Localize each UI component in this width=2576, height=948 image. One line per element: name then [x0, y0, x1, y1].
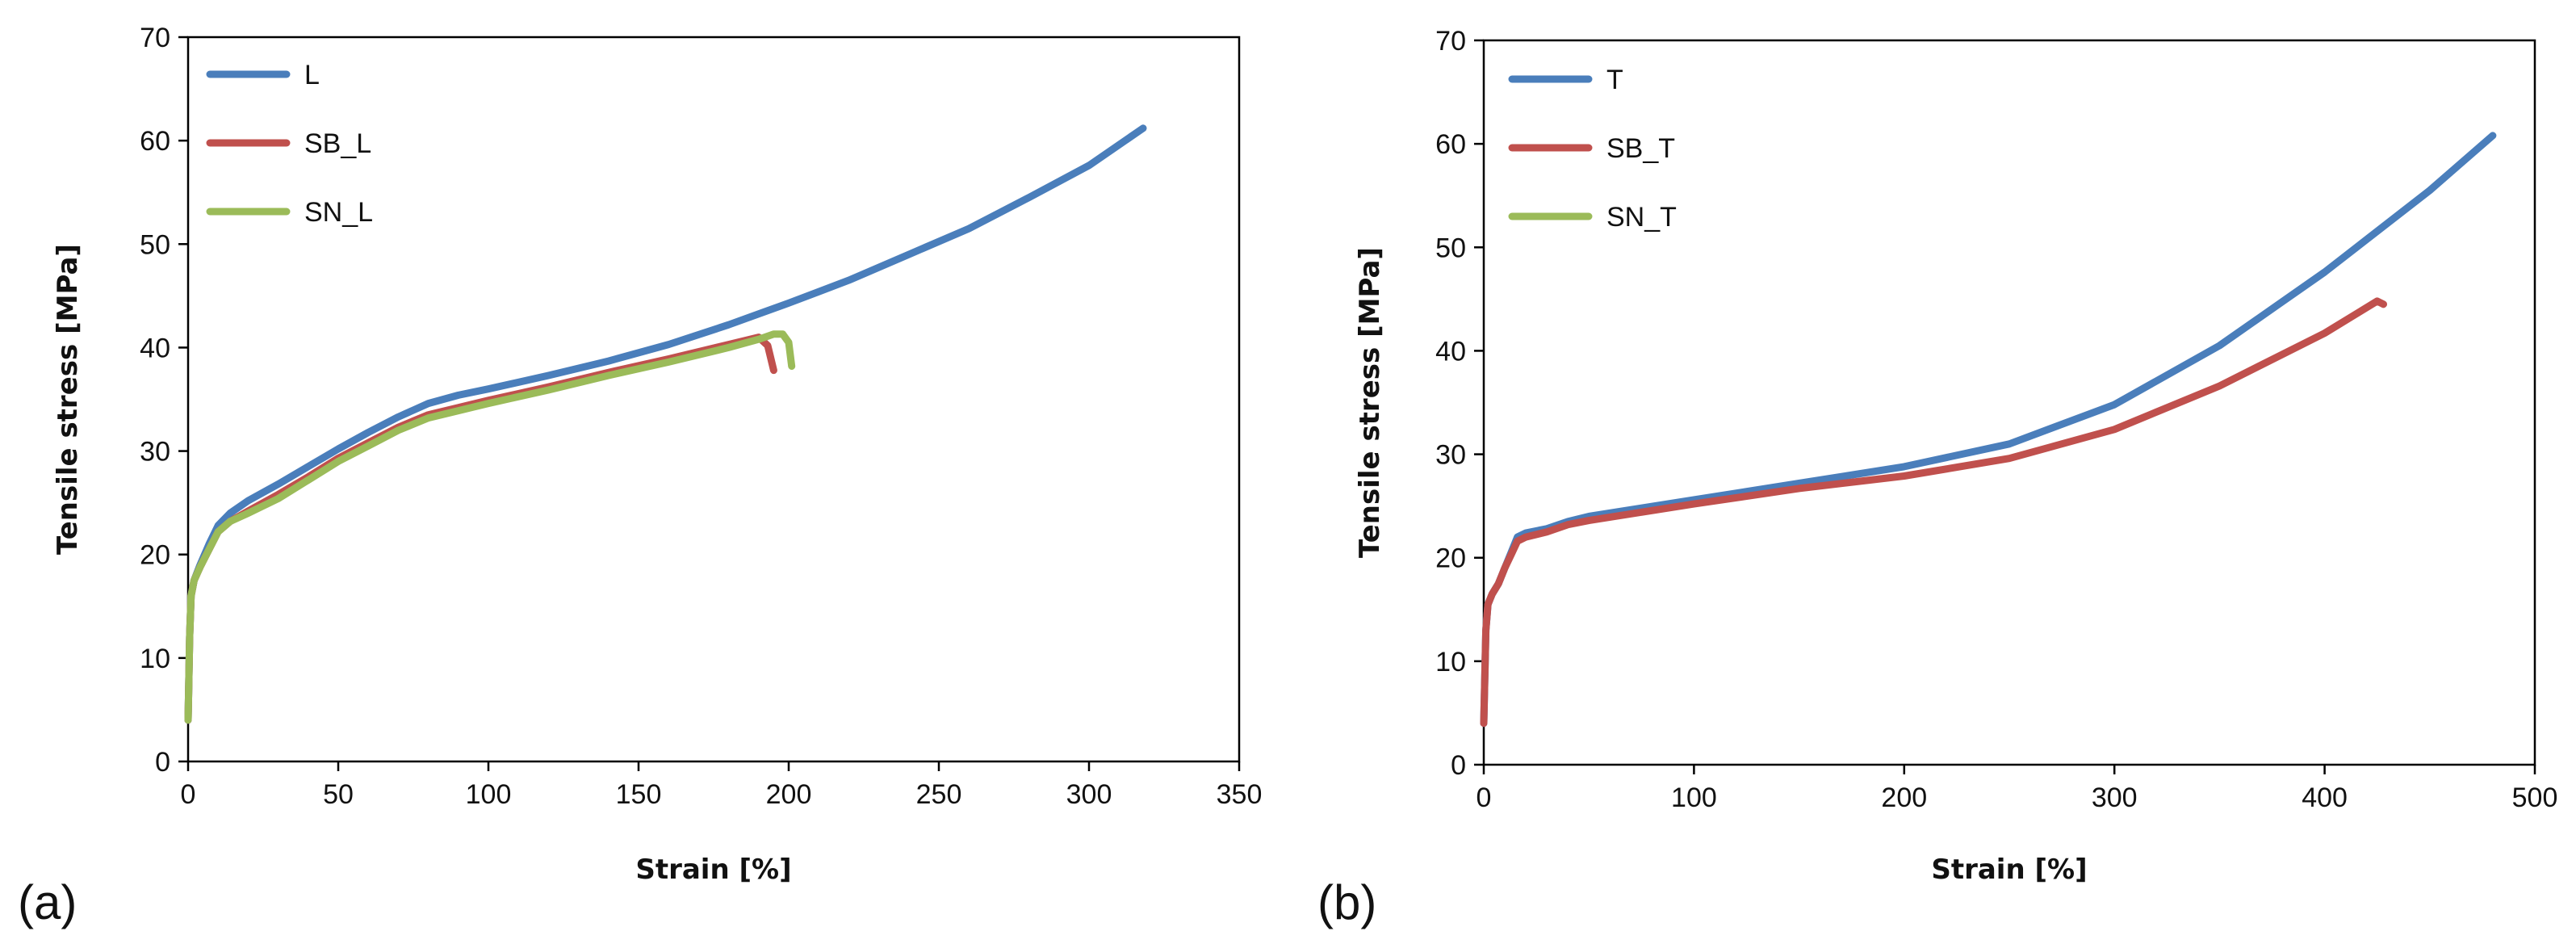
x-axis-title: Strain [%] — [635, 854, 791, 886]
plot-frame — [1482, 39, 2536, 766]
y-tick-label: 70 — [1435, 26, 1466, 57]
x-tick-label: 100 — [466, 779, 512, 810]
y-tick-label: 50 — [140, 229, 170, 260]
y-tick-label: 20 — [140, 540, 170, 571]
y-tick-label: 10 — [140, 644, 170, 674]
x-tick-label: 400 — [2302, 782, 2348, 813]
y-tick-label: 0 — [1451, 750, 1466, 781]
legend-label: SB_L — [304, 128, 371, 159]
series-line-sn-l — [184, 330, 796, 724]
x-tick-label: 500 — [2512, 782, 2558, 813]
x-tick-label: 150 — [616, 779, 662, 810]
series-line-sb-t — [1480, 297, 2387, 728]
y-tick-label: 20 — [1435, 543, 1466, 574]
x-tick-label: 200 — [766, 779, 812, 810]
x-axis-title: Strain [%] — [1931, 854, 2087, 886]
plot-frame — [186, 36, 1241, 763]
chart-panel-a: 0 10 20 30 40 50 60 70 0 50 100 150 200 250 300 350 Stra… — [18, 23, 1262, 929]
x-tick-label: 350 — [1217, 779, 1263, 810]
y-tick-label: 30 — [140, 437, 170, 468]
y-tick-label: 10 — [1435, 647, 1466, 677]
legend-label: SN_L — [304, 197, 373, 228]
x-tick-label: 0 — [1476, 782, 1492, 813]
legend-label: T — [1606, 65, 1623, 95]
legend-label: L — [304, 60, 320, 90]
y-tick-label: 60 — [1435, 129, 1466, 160]
y-tick-label: 30 — [1435, 440, 1466, 471]
x-tick-label: 250 — [916, 779, 962, 810]
series-line-sb-l — [184, 333, 777, 724]
panel-label-b: (b) — [1317, 875, 1376, 929]
y-tick-label: 60 — [140, 126, 170, 157]
y-axis-title: Tensile stress [MPa] — [1354, 247, 1386, 558]
legend-label: SN_T — [1606, 202, 1677, 233]
y-tick-label: 0 — [155, 747, 170, 778]
x-tick-label: 300 — [2092, 782, 2138, 813]
legend-label: SB_T — [1606, 133, 1675, 164]
x-tick-label: 100 — [1671, 782, 1717, 813]
chart-panel-b: 0 10 20 30 40 50 60 70 0 100 200 300 400 500 Strain [%… — [1317, 26, 2557, 929]
y-tick-label: 70 — [140, 23, 170, 53]
y-tick-label: 40 — [1435, 336, 1466, 367]
x-tick-label: 200 — [1881, 782, 1927, 813]
x-tick-label: 50 — [323, 779, 354, 810]
y-tick-label: 50 — [1435, 233, 1466, 263]
x-tick-label: 0 — [181, 779, 196, 810]
y-tick-label: 40 — [140, 333, 170, 363]
y-axis-title: Tensile stress [MPa] — [52, 244, 84, 555]
panel-label-a: (a) — [18, 875, 77, 929]
x-tick-label: 300 — [1066, 779, 1112, 810]
